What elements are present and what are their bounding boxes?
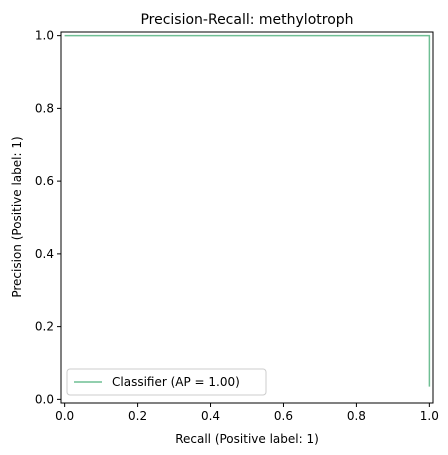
chart-title: Precision-Recall: methylotroph [140,12,353,28]
x-tick-label: 0.8 [347,409,366,423]
x-tick-label: 0.0 [55,409,74,423]
legend-label: Classifier (AP = 1.00) [112,375,240,389]
y-tick-label: 0.8 [35,101,54,115]
x-tick-label: 0.4 [201,409,220,423]
y-tick-label: 0.0 [35,392,54,406]
x-tick-label: 0.2 [128,409,147,423]
legend: Classifier (AP = 1.00) [67,369,266,395]
x-tick-label: 0.6 [274,409,293,423]
y-tick-label: 0.4 [35,247,54,261]
y-tick-label: 0.2 [35,320,54,334]
y-axis-label: Precision (Positive label: 1) [10,136,24,297]
x-axis-label: Recall (Positive label: 1) [175,432,319,446]
y-tick-label: 1.0 [35,29,54,43]
y-tick-label: 0.6 [35,174,54,188]
x-tick-label: 1.0 [420,409,439,423]
